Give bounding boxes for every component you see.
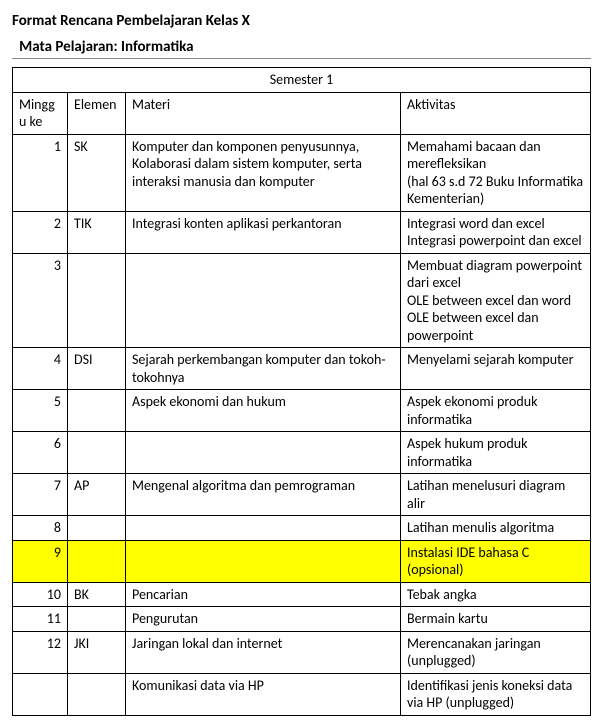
cell-activity: Latihan menulis algoritma <box>401 516 591 541</box>
cell-element <box>68 540 126 582</box>
cell-activity: Bermain kartu <box>401 607 591 632</box>
doc-title: Format Rencana Pembelajaran Kelas X <box>12 12 591 30</box>
cell-element: BK <box>68 582 126 607</box>
cell-activity: Integrasi word dan excelIntegrasi powerp… <box>401 211 591 253</box>
cell-material: Komunikasi data via HP <box>126 673 401 715</box>
cell-material: Mengenal algoritma dan pemrograman <box>126 474 401 516</box>
cell-activity: Instalasi IDE bahasa C (opsional) <box>401 540 591 582</box>
cell-element: JKI <box>68 631 126 673</box>
cell-activity: Merencanakan jaringan (unplugged) <box>401 631 591 673</box>
cell-week: 10 <box>13 582 68 607</box>
cell-material: Jaringan lokal dan internet <box>126 631 401 673</box>
lesson-plan-table: Semester 1 Minggu ke Elemen Materi Aktiv… <box>12 67 591 716</box>
table-row: 10BKPencarianTebak angka <box>13 582 591 607</box>
cell-activity: Memahami bacaan dan merefleksikan(hal 63… <box>401 134 591 211</box>
cell-week: 1 <box>13 134 68 211</box>
cell-element <box>68 516 126 541</box>
table-row: 6 Aspek hukum produk informatika <box>13 432 591 474</box>
cell-week: 11 <box>13 607 68 632</box>
table-row: 11 PengurutanBermain kartu <box>13 607 591 632</box>
semester-header-row: Semester 1 <box>13 68 591 93</box>
cell-element: DSI <box>68 348 126 390</box>
cell-activity: Identifikasi jenis koneksi data via HP (… <box>401 673 591 715</box>
table-body: 1SKKomputer dan komponen penyusunnya, Ko… <box>13 134 591 715</box>
cell-activity: Aspek hukum produk informatika <box>401 432 591 474</box>
cell-material: Pencarian <box>126 582 401 607</box>
cell-activity: Latihan menelusuri diagram alir <box>401 474 591 516</box>
cell-activity: Tebak angka <box>401 582 591 607</box>
cell-activity: Aspek ekonomi produk informatika <box>401 390 591 432</box>
cell-week: 8 <box>13 516 68 541</box>
cell-material <box>126 516 401 541</box>
cell-material: Integrasi konten aplikasi perkantoran <box>126 211 401 253</box>
cell-week: 6 <box>13 432 68 474</box>
doc-subtitle: Mata Pelajaran: Informatika <box>19 38 193 56</box>
table-row: 2TIKIntegrasi konten aplikasi perkantora… <box>13 211 591 253</box>
cell-week: 5 <box>13 390 68 432</box>
col-activity: Aktivitas <box>401 92 591 134</box>
subtitle-row: Mata Pelajaran: Informatika <box>12 38 591 59</box>
table-row: 3 Membuat diagram powerpoint dari excelOL… <box>13 253 591 348</box>
semester-header: Semester 1 <box>13 68 591 93</box>
cell-element: AP <box>68 474 126 516</box>
cell-activity: Menyelami sejarah komputer <box>401 348 591 390</box>
cell-element <box>68 673 126 715</box>
cell-week: 7 <box>13 474 68 516</box>
cell-element: TIK <box>68 211 126 253</box>
cell-element: SK <box>68 134 126 211</box>
column-header-row: Minggu ke Elemen Materi Aktivitas <box>13 92 591 134</box>
table-row: 7APMengenal algoritma dan pemrogramanLat… <box>13 474 591 516</box>
cell-element <box>68 432 126 474</box>
cell-material: Sejarah perkembangan komputer dan tokoh-… <box>126 348 401 390</box>
cell-week <box>13 673 68 715</box>
table-row: 12JKIJaringan lokal dan internetMerencan… <box>13 631 591 673</box>
cell-week: 9 <box>13 540 68 582</box>
col-week: Minggu ke <box>13 92 68 134</box>
cell-material: Komputer dan komponen penyusunnya, Kolab… <box>126 134 401 211</box>
col-element: Elemen <box>68 92 126 134</box>
cell-element <box>68 390 126 432</box>
cell-week: 2 <box>13 211 68 253</box>
cell-element <box>68 607 126 632</box>
col-material: Materi <box>126 92 401 134</box>
cell-material <box>126 253 401 348</box>
cell-week: 3 <box>13 253 68 348</box>
table-row: 8 Latihan menulis algoritma <box>13 516 591 541</box>
table-row: 5 Aspek ekonomi dan hukumAspek ekonomi pr… <box>13 390 591 432</box>
cell-week: 12 <box>13 631 68 673</box>
table-row: 9 Instalasi IDE bahasa C (opsional) <box>13 540 591 582</box>
cell-material <box>126 432 401 474</box>
table-row: Komunikasi data via HPIdentifikasi jenis… <box>13 673 591 715</box>
cell-material <box>126 540 401 582</box>
cell-material: Aspek ekonomi dan hukum <box>126 390 401 432</box>
cell-material: Pengurutan <box>126 607 401 632</box>
table-row: 4DSISejarah perkembangan komputer dan to… <box>13 348 591 390</box>
cell-activity: Membuat diagram powerpoint dari excelOLE… <box>401 253 591 348</box>
table-row: 1SKKomputer dan komponen penyusunnya, Ko… <box>13 134 591 211</box>
cell-element <box>68 253 126 348</box>
cell-week: 4 <box>13 348 68 390</box>
